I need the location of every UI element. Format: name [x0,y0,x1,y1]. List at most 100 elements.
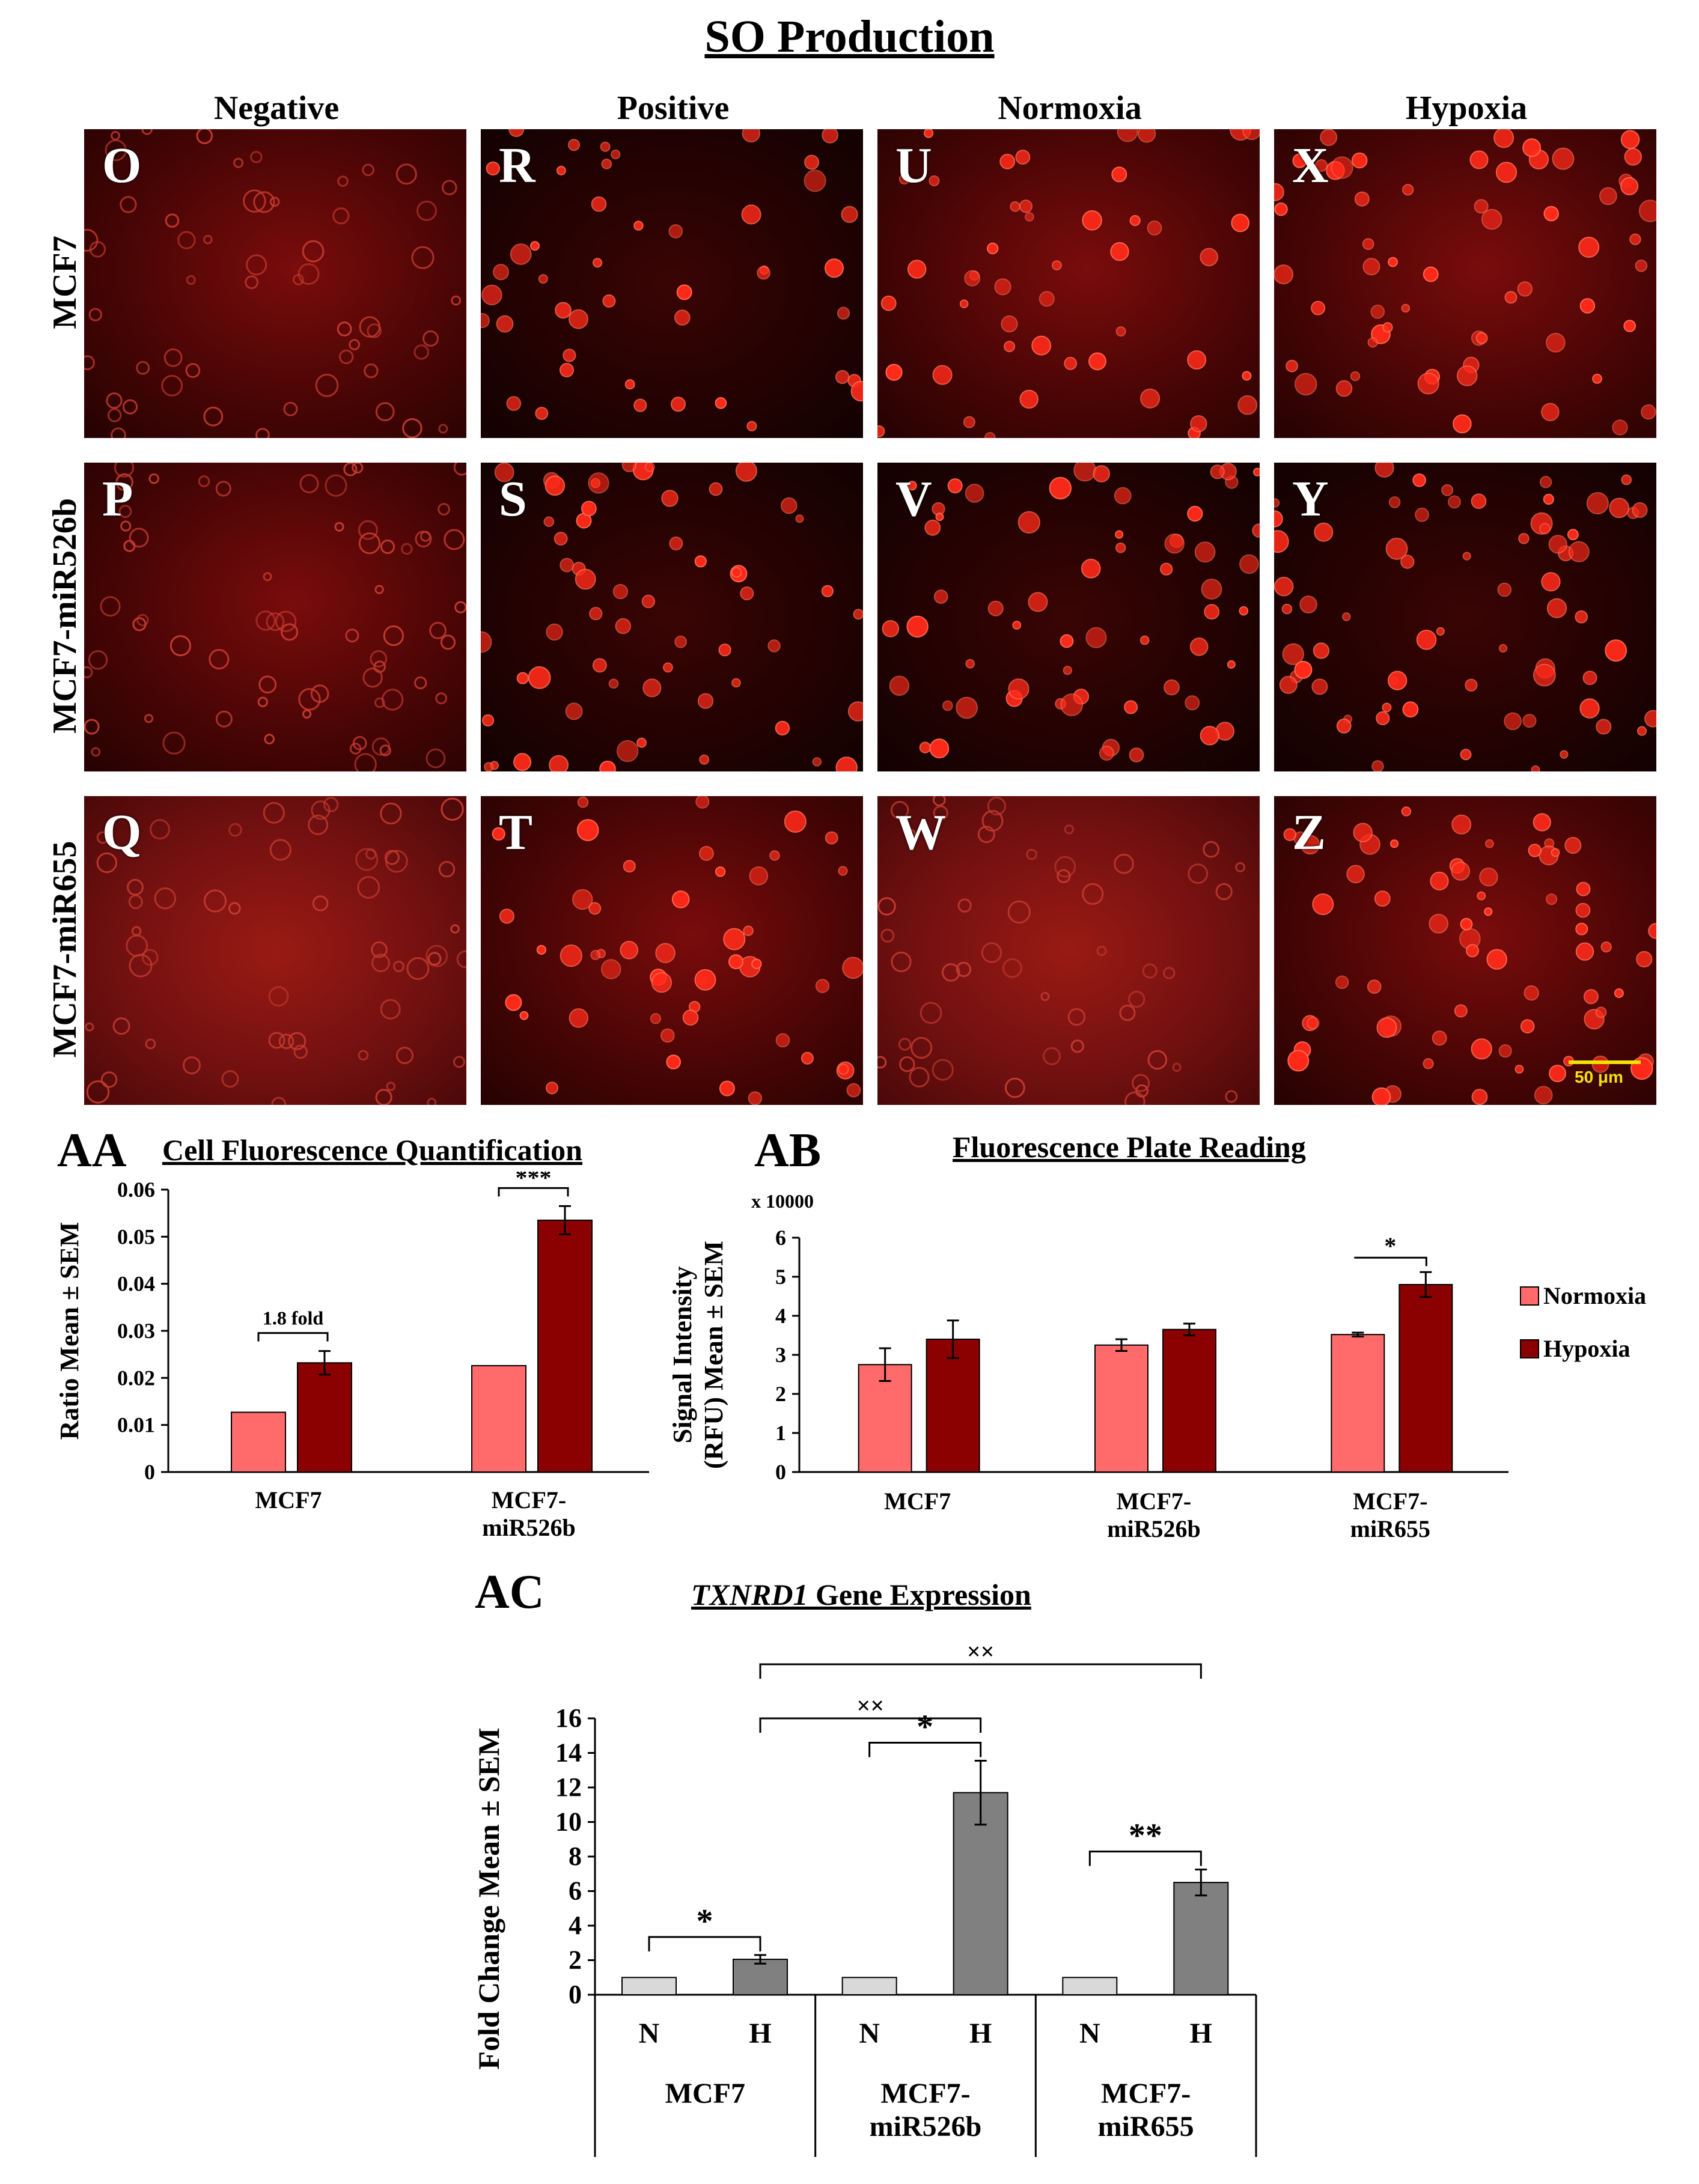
cell [891,951,912,972]
cell [556,165,566,175]
cell [1138,129,1156,143]
cell [144,714,154,723]
micrograph-panel: Q [84,796,466,1105]
cell [221,1070,239,1088]
micrograph-panel: O [84,129,466,438]
cell [775,1033,790,1048]
cell [1201,579,1222,600]
cell [1225,1090,1238,1103]
cell [1283,828,1296,841]
cell [1081,559,1101,579]
cell [1543,493,1554,505]
cell [250,151,263,163]
cell [1346,865,1365,884]
cell [718,643,731,657]
cell [588,472,609,494]
cell [615,618,632,634]
y-tick-label: 0.06 [117,1178,155,1202]
y-tick-label: 0.03 [117,1319,155,1343]
cell [1498,643,1508,653]
cell [302,240,325,263]
cell [1295,373,1317,396]
cell [1648,923,1656,939]
cell [1430,871,1449,890]
cell [1185,695,1200,711]
cell [898,1038,912,1051]
cell [929,175,940,186]
cell [1621,474,1632,485]
cell [1028,592,1048,612]
cell [1163,967,1176,979]
cell [1471,1089,1488,1105]
cell [674,635,687,648]
significance-stars: * [917,1708,933,1745]
cell [1484,907,1493,916]
significance-bracket [759,1717,982,1733]
cell [1370,305,1385,319]
cell [255,610,276,631]
significance-bracket [759,1663,1202,1679]
fold-change-label: 1.8 fold [263,1307,324,1329]
significance-stars: * [697,1903,713,1940]
cell [1533,813,1551,832]
cell [1064,357,1078,370]
cell [1253,467,1260,476]
cell [1147,1050,1168,1070]
cell [228,823,242,837]
cell [825,258,844,278]
cell [494,463,514,482]
cell [165,213,180,228]
cell [919,741,932,753]
cell [528,666,551,689]
cell [1314,522,1334,542]
cell [427,1098,437,1105]
chart-aa-title: Cell Fluorescence Quantification [162,1133,582,1167]
cell [422,330,439,347]
cell [1382,322,1393,333]
significance-bracket [1354,1256,1427,1267]
cell [438,861,456,878]
x-tick-label: MCF7 [665,2078,745,2109]
y-tick-label: 14 [555,1738,582,1768]
cell [1596,719,1612,735]
cell [757,266,770,280]
cell [311,800,331,820]
cell-image [481,463,863,771]
cell [633,398,647,412]
cell [1237,395,1258,415]
cell [1441,484,1454,496]
cell [591,196,607,212]
cell [1541,572,1561,592]
cell [723,928,746,951]
cell [956,696,978,719]
cell [957,898,972,913]
cell [847,701,863,722]
cell [1001,315,1018,333]
cell [608,678,619,689]
cell [271,1097,287,1105]
cell [1388,671,1408,690]
cell [246,254,267,276]
cell [601,959,621,979]
significance-bracket [257,1332,329,1342]
cell [1451,862,1471,881]
cell [987,797,1006,816]
cell [1599,187,1617,205]
x-tick-label: MCF7- [880,2078,970,2109]
cell [148,473,159,484]
y-axis-label: Fold Change Mean ± SEM [472,1727,505,2069]
cell [1129,215,1141,227]
cell [453,463,466,476]
cell [337,175,349,187]
cell [1110,242,1129,261]
cell [132,617,147,631]
cell [651,972,672,993]
cell [1274,183,1284,201]
cell [1188,863,1209,884]
legend-swatch [1520,1286,1539,1306]
cell [877,425,885,437]
cell [1274,577,1294,597]
cell [1039,291,1055,307]
cell [1049,476,1072,500]
cell [933,589,948,604]
